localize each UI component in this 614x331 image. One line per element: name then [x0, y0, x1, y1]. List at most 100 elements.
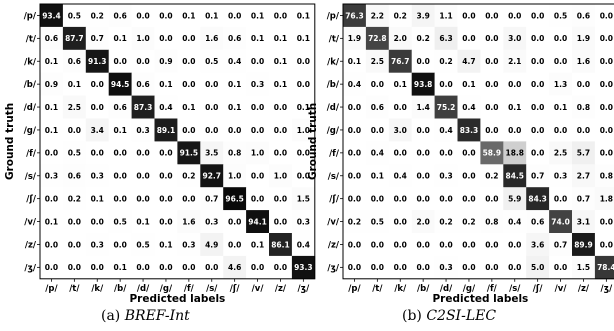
cell-b-5-3 — [411, 118, 435, 142]
cell-value-a-10-9: 0.1 — [251, 240, 264, 249]
cell-a-10-4 — [131, 233, 155, 257]
cell-value-b-8-9: 0.0 — [554, 194, 567, 203]
cell-b-2-8 — [526, 49, 550, 73]
cell-value-a-8-4: 0.0 — [136, 194, 149, 203]
cell-value-a-8-0: 0.0 — [45, 194, 58, 203]
cell-value-b-5-11: 0.0 — [600, 126, 613, 135]
cell-value-a-9-5: 0.0 — [159, 217, 172, 226]
cell-value-b-10-4: 0.0 — [439, 240, 452, 249]
y-axis-label-a: Ground truth — [4, 103, 16, 180]
cell-b-10-3 — [411, 233, 435, 257]
cell-value-b-2-3: 0.0 — [417, 57, 430, 66]
cell-value-b-7-9: 0.3 — [554, 172, 567, 181]
cell-value-b-5-4: 0.4 — [439, 126, 452, 135]
cell-b-1-1 — [365, 26, 390, 51]
cell-a-4-3 — [108, 95, 132, 119]
cell-value-a-2-7: 0.5 — [205, 57, 218, 66]
cell-a-5-3 — [108, 118, 132, 142]
x-tick-label-a-6: /f/ — [184, 284, 195, 294]
cell-value-a-2-5: 0.9 — [159, 57, 172, 66]
cell-value-a-5-7: 0.0 — [205, 126, 218, 135]
cell-b-11-4 — [434, 255, 458, 280]
cell-a-9-8 — [223, 210, 247, 234]
cell-value-a-6-3: 0.0 — [114, 149, 127, 158]
cell-b-1-8 — [526, 26, 550, 51]
cell-value-b-9-3: 2.0 — [417, 217, 430, 226]
cell-value-a-5-2: 3.4 — [91, 126, 104, 135]
cell-value-a-3-5: 0.1 — [159, 80, 172, 89]
cell-a-3-8 — [223, 72, 247, 96]
cell-value-a-8-5: 0.0 — [159, 194, 172, 203]
y-tick-label-b-3: /b/ — [327, 80, 340, 90]
cell-value-b-4-0: 0.0 — [348, 103, 361, 112]
cell-value-b-4-1: 0.6 — [371, 103, 384, 112]
cell-value-b-1-7: 3.0 — [508, 34, 521, 43]
cell-value-a-3-4: 0.6 — [136, 80, 149, 89]
cell-b-1-6 — [480, 26, 504, 51]
cell-value-a-0-5: 0.0 — [159, 11, 172, 20]
cell-value-a-1-2: 0.7 — [91, 34, 104, 43]
cell-b-9-3 — [411, 210, 435, 234]
cell-b-5-8 — [526, 118, 550, 142]
cell-value-b-2-4: 0.2 — [439, 57, 452, 66]
cell-value-a-2-10: 0.1 — [274, 57, 287, 66]
cell-value-a-10-10: 86.1 — [271, 240, 290, 249]
cell-b-9-11 — [594, 210, 614, 234]
cell-value-b-10-7: 0.0 — [508, 240, 521, 249]
cell-value-b-0-8: 0.0 — [531, 11, 544, 20]
cell-a-9-4 — [131, 210, 155, 234]
cell-a-7-4 — [131, 164, 155, 188]
cell-b-7-2 — [388, 164, 412, 188]
cell-b-10-5 — [457, 233, 481, 257]
cell-value-a-11-9: 0.0 — [251, 263, 264, 272]
cell-a-11-11 — [291, 255, 316, 280]
cell-a-7-1 — [62, 164, 87, 188]
cell-value-b-6-6: 58.9 — [483, 149, 502, 158]
cell-value-a-9-3: 0.5 — [114, 217, 127, 226]
x-tick-label-b-1: /t/ — [372, 284, 383, 294]
cell-value-b-2-7: 2.1 — [508, 57, 521, 66]
y-tick-label-b-4: /d/ — [327, 103, 340, 113]
cell-b-6-1 — [365, 141, 390, 165]
cell-value-b-6-5: 0.0 — [462, 149, 475, 158]
cell-value-b-8-11: 1.8 — [600, 194, 613, 203]
cell-a-2-11 — [291, 49, 316, 73]
cell-a-4-7 — [200, 95, 224, 119]
cell-value-a-2-4: 0.0 — [136, 57, 149, 66]
cell-a-3-10 — [269, 72, 293, 96]
cell-b-1-7 — [503, 26, 527, 51]
cell-a-8-9 — [246, 187, 270, 211]
cell-value-a-11-3: 0.1 — [114, 263, 127, 272]
cell-value-a-5-3: 0.1 — [114, 126, 127, 135]
cell-b-7-5 — [457, 164, 481, 188]
matrix-a: 93.4 0.5 0.2 0.6 0.0 0.0 0.1 0.1 0.0 0.1 0.0 0.1 0.6… — [4, 3, 316, 305]
cell-a-9-3 — [108, 210, 132, 234]
cell-b-5-2 — [388, 118, 412, 142]
cell-b-7-6 — [480, 164, 504, 188]
cell-b-5-9 — [549, 118, 573, 142]
cell-value-a-9-7: 0.3 — [205, 217, 218, 226]
cell-a-10-6 — [177, 233, 201, 257]
cell-a-8-0 — [40, 187, 64, 211]
cell-a-7-8 — [223, 164, 247, 188]
cell-value-a-2-3: 0.0 — [114, 57, 127, 66]
cell-b-11-9 — [549, 255, 573, 280]
cell-a-5-2 — [85, 118, 109, 142]
cell-a-10-9 — [246, 233, 270, 257]
cell-b-1-4 — [434, 26, 458, 51]
cell-b-1-9 — [549, 26, 573, 51]
cell-b-11-0 — [343, 255, 367, 280]
x-tick-label-a-0: /p/ — [45, 284, 58, 294]
cell-value-b-4-8: 0.0 — [531, 103, 544, 112]
cell-value-a-1-11: 0.1 — [297, 34, 310, 43]
x-axis-label-b: Predicted labels — [432, 293, 528, 305]
cell-b-6-4 — [434, 141, 458, 165]
cell-a-3-1 — [62, 72, 87, 96]
cell-value-a-7-2: 0.3 — [91, 172, 104, 181]
cell-a-3-6 — [177, 72, 201, 96]
cell-b-6-5 — [457, 141, 481, 165]
cell-a-3-2 — [85, 72, 109, 96]
cell-value-b-10-3: 0.0 — [417, 240, 430, 249]
cell-value-b-3-8: 0.0 — [531, 80, 544, 89]
